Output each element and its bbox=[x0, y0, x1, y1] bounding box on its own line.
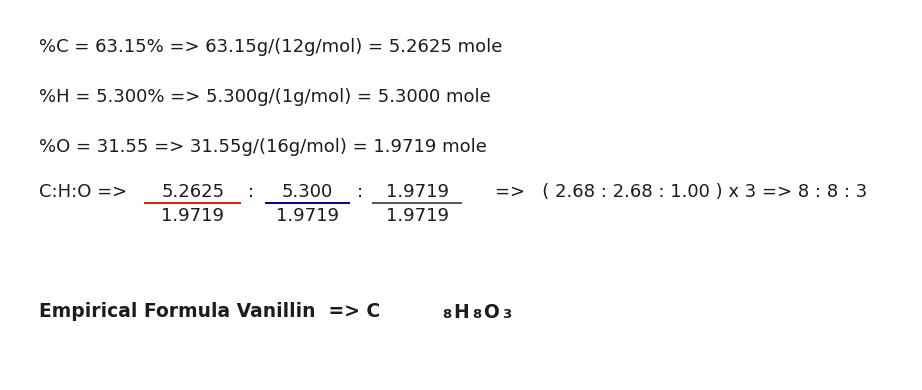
Text: 1.9719: 1.9719 bbox=[161, 207, 224, 225]
Text: O: O bbox=[483, 303, 499, 322]
Text: 5.2625: 5.2625 bbox=[161, 183, 224, 201]
Text: :: : bbox=[357, 183, 362, 201]
Text: 1.9719: 1.9719 bbox=[276, 207, 338, 225]
Text: %H = 5.300% => 5.300g/(1g/mol) = 5.3000 mole: %H = 5.300% => 5.300g/(1g/mol) = 5.3000 … bbox=[39, 88, 491, 106]
Text: 1.9719: 1.9719 bbox=[386, 183, 449, 201]
Text: 3: 3 bbox=[502, 307, 511, 321]
Text: H: H bbox=[454, 303, 469, 322]
Text: C:H:O =>: C:H:O => bbox=[39, 183, 126, 201]
Text: :: : bbox=[248, 183, 254, 201]
Text: 8: 8 bbox=[472, 307, 481, 321]
Text: =>   ( 2.68 : 2.68 : 1.00 ) x 3 => 8 : 8 : 3: => ( 2.68 : 2.68 : 1.00 ) x 3 => 8 : 8 :… bbox=[495, 183, 868, 201]
Text: Empirical Formula Vanillin  => C: Empirical Formula Vanillin => C bbox=[39, 302, 380, 321]
Text: 5.300: 5.300 bbox=[282, 183, 333, 201]
Text: %O = 31.55 => 31.55g/(16g/mol) = 1.9719 mole: %O = 31.55 => 31.55g/(16g/mol) = 1.9719 … bbox=[39, 138, 487, 156]
Text: 1.9719: 1.9719 bbox=[386, 207, 449, 225]
Text: %C = 63.15% => 63.15g/(12g/mol) = 5.2625 mole: %C = 63.15% => 63.15g/(12g/mol) = 5.2625… bbox=[39, 38, 502, 56]
Text: 8: 8 bbox=[443, 307, 452, 321]
